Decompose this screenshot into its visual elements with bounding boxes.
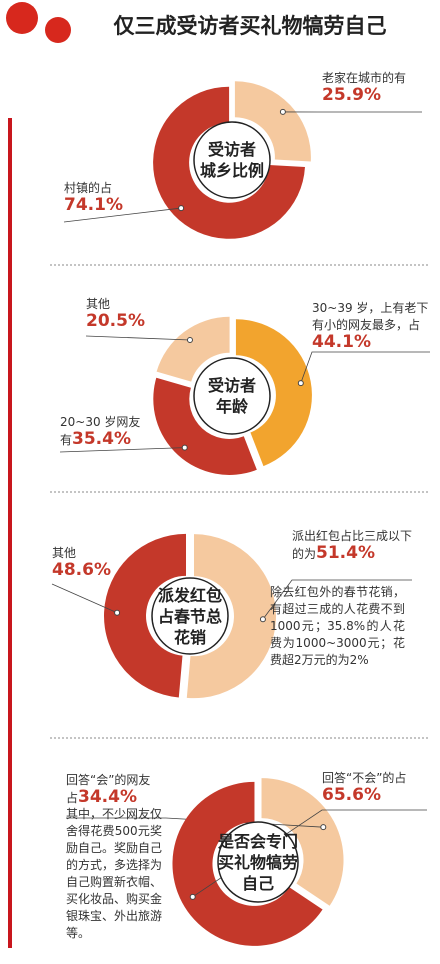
center-circle: [151, 577, 229, 655]
segment-label: 20~30 岁网友有35.4%: [60, 414, 150, 449]
category-label: 回答“不会”的占: [322, 771, 407, 785]
value-label: 74.1%: [64, 195, 123, 215]
note: 除去红包外的春节花销，有超过三成的人花费不到1000元；35.8%的人花费为10…: [270, 585, 405, 667]
leader-dot: [178, 205, 185, 212]
leader-line: [300, 351, 430, 384]
center-circle: [193, 357, 271, 435]
leader-line: [85, 335, 190, 341]
donut-segment: [172, 781, 323, 946]
center-label-line: 花销: [173, 627, 206, 647]
segment-label: 派出红包占比三成以下的为51.4%: [292, 528, 412, 563]
leader-dot: [297, 380, 304, 387]
center-label-line: 派发红包: [157, 585, 222, 605]
segment-label: 老家在城市的有25.9%: [322, 70, 422, 105]
center-label: 是否会专门 买礼物犒劳 自己: [208, 831, 308, 894]
center-label-line: 自己: [241, 873, 274, 893]
center-label-line: 年龄: [215, 397, 248, 416]
leader-line: [262, 579, 412, 620]
leader-dot: [186, 337, 193, 344]
lantern: [45, 17, 71, 43]
donut-segment: [186, 534, 276, 699]
donut-segment: [104, 533, 187, 698]
leader-line: [51, 583, 118, 614]
segment-label: 其他48.6%: [52, 545, 132, 580]
category-label: 老家在城市的有: [322, 71, 407, 85]
value-label: 20.5%: [86, 311, 145, 331]
leader-dot: [279, 108, 286, 115]
leader-dot: [114, 609, 121, 616]
donut-segment: [234, 81, 311, 162]
segment-label: 村镇的占74.1%: [64, 180, 154, 215]
center-label-line: 城乡比例: [199, 161, 264, 180]
value-label: 44.1%: [312, 332, 371, 352]
segment-label: 回答“不会”的占65.6%: [322, 770, 427, 805]
leader-dot: [189, 893, 196, 900]
donut-segment: [153, 86, 305, 239]
segment-label: 其他20.5%: [86, 296, 156, 331]
center-label: 派发红包 占春节总 花销: [140, 585, 240, 648]
center-label: 受访者 年龄: [182, 375, 282, 417]
value-label: 35.4%: [72, 429, 131, 449]
category-label: 其他: [52, 546, 77, 560]
note: 其中，不少网友仅舍得花费500元奖励自己。奖励自己的方式，多选择为自己购置新衣帽…: [66, 807, 163, 940]
category-label: 其他: [86, 297, 111, 311]
category-label: 派出红包占比三成以下的为: [292, 529, 413, 561]
segment-label: 30~39 岁，上有老下有小的网友最多，占44.1%: [312, 300, 430, 352]
leader-dot: [181, 444, 188, 451]
value-label: 25.9%: [322, 85, 381, 105]
leader-dot: [320, 824, 327, 831]
center-label-line: 买礼物犒劳: [217, 852, 298, 872]
donut-segment: [153, 377, 257, 475]
value-label: 51.4%: [316, 543, 375, 563]
center-label-line: 占春节总: [157, 606, 222, 626]
leader-line: [63, 207, 182, 223]
leader-line: [59, 447, 185, 453]
center-circle: [193, 121, 271, 199]
lantern: [6, 2, 38, 34]
category-label: 回答“会”的网友占: [66, 773, 151, 805]
center-label: 受访者 城乡比例: [182, 139, 282, 181]
category-label: 20~30 岁网友有: [60, 415, 141, 447]
center-label-line: 是否会专门: [217, 831, 298, 851]
center-circle: [217, 821, 299, 903]
segment-label: 回答“会”的网友占34.4%: [66, 772, 162, 807]
leader-dot: [259, 616, 266, 623]
donut-segment: [235, 319, 312, 467]
value-label: 48.6%: [52, 560, 111, 580]
value-label: 65.6%: [322, 785, 381, 805]
category-label: 村镇的占: [64, 181, 113, 195]
category-label: 30~39 岁，上有老下有小的网友最多，占: [312, 301, 429, 332]
center-label-line: 受访者: [207, 140, 256, 159]
donut-segment: [156, 316, 230, 382]
center-label-line: 受访者: [207, 376, 256, 395]
value-label: 34.4%: [78, 787, 137, 807]
side-bar: [8, 118, 12, 948]
title: 仅三成受访者买礼物犒劳自己: [113, 14, 387, 38]
